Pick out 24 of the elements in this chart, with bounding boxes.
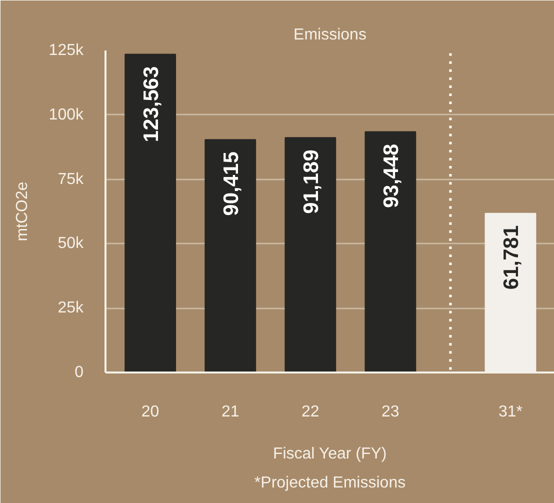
data-label: 91,189	[300, 150, 323, 214]
y-axis-title: mtCO2e	[14, 182, 31, 242]
bar	[284, 137, 336, 372]
y-tick-label: 50k	[58, 235, 84, 252]
bar	[364, 131, 416, 372]
y-tick-label: 75k	[58, 170, 84, 188]
x-axis-title: Fiscal Year (FY)	[272, 446, 387, 462]
y-tick-label: 25k	[58, 300, 84, 317]
x-tick-label: 23	[382, 404, 400, 420]
y-tick-label: 100k	[48, 106, 84, 124]
data-label: 90,415	[220, 151, 243, 216]
bar	[204, 139, 256, 372]
x-tick-label: 22	[301, 404, 320, 420]
data-label: 123,563	[140, 66, 163, 142]
bar	[124, 54, 176, 372]
y-tick-label: 125k	[48, 42, 84, 59]
text: *Projected Emissions	[254, 474, 406, 492]
y-tick-label: 0	[74, 364, 84, 381]
x-tick-label: 20	[141, 404, 160, 420]
chart-title: Emissions	[294, 26, 366, 44]
x-tick-label: 31*	[498, 404, 522, 420]
x-tick-label: 21	[221, 404, 240, 420]
data-label: 93,448	[380, 143, 403, 208]
data-label: 61,781	[500, 225, 523, 290]
